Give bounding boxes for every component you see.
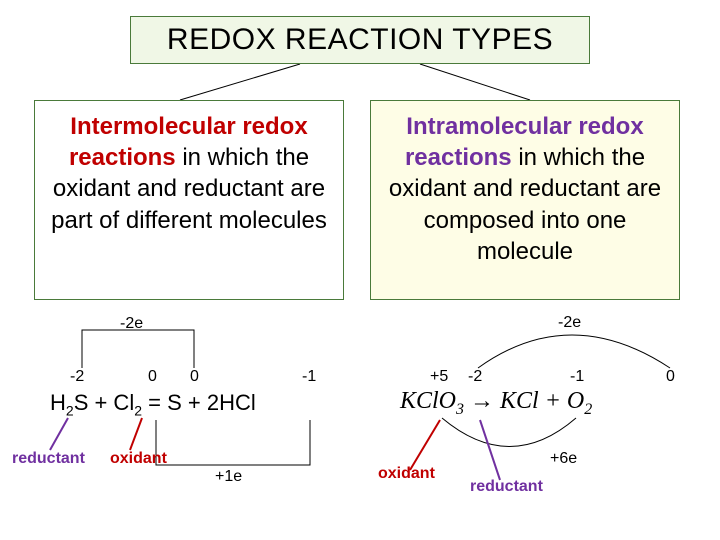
bottom-transfer-right: +6е	[550, 450, 577, 468]
reductant-label-right: reductant	[470, 478, 543, 496]
oxnum-r-1: -2	[468, 368, 482, 386]
eq-l-p1: 2	[66, 402, 74, 418]
eq-r-p2: → KCl + O	[464, 388, 584, 414]
oxnum-l-1: 0	[148, 368, 157, 386]
top-transfer-left: -2е	[120, 315, 143, 333]
right-equation: KClO3 → KCl + O2	[400, 388, 592, 419]
eq-l-p0: H	[50, 390, 66, 415]
reductant-label-left: reductant	[12, 450, 85, 468]
oxnum-r-3: 0	[666, 368, 675, 386]
right-diagram: -2е +5 -2 -1 0 KClO3 → KCl + O2 +6е oxid…	[370, 310, 720, 530]
oxidant-label-right: oxidant	[378, 465, 435, 483]
left-equation: H2S + Cl2 = S + 2HCl	[50, 390, 256, 418]
eq-r-p3: 2	[584, 401, 592, 418]
left-diagram: -2е -2 0 0 -1 H2S + Cl2 = S + 2HCl +1е r…	[20, 310, 380, 530]
left-diagram-svg	[20, 310, 380, 530]
right-diagram-svg	[370, 310, 720, 530]
bottom-transfer-left: +1е	[215, 468, 242, 486]
eq-r-p1: 3	[456, 401, 464, 418]
intramolecular-box: Intramolecular redox reactions in which …	[370, 100, 680, 300]
eq-l-p3: 2	[134, 402, 142, 418]
oxnum-l-2: 0	[190, 368, 199, 386]
top-transfer-right: -2е	[558, 314, 581, 332]
main-title: REDOX REACTION TYPES	[130, 16, 590, 64]
oxnum-l-3: -1	[302, 368, 316, 386]
oxnum-l-0: -2	[70, 368, 84, 386]
eq-l-p4: = S + 2HCl	[142, 390, 256, 415]
oxidant-label-left: oxidant	[110, 450, 167, 468]
oxnum-r-0: +5	[430, 368, 448, 386]
eq-l-p2: S + Cl	[74, 390, 135, 415]
oxnum-r-2: -1	[570, 368, 584, 386]
intermolecular-box: Intermolecular redox reactions in which …	[34, 100, 344, 300]
eq-r-p0: KClO	[400, 388, 456, 414]
